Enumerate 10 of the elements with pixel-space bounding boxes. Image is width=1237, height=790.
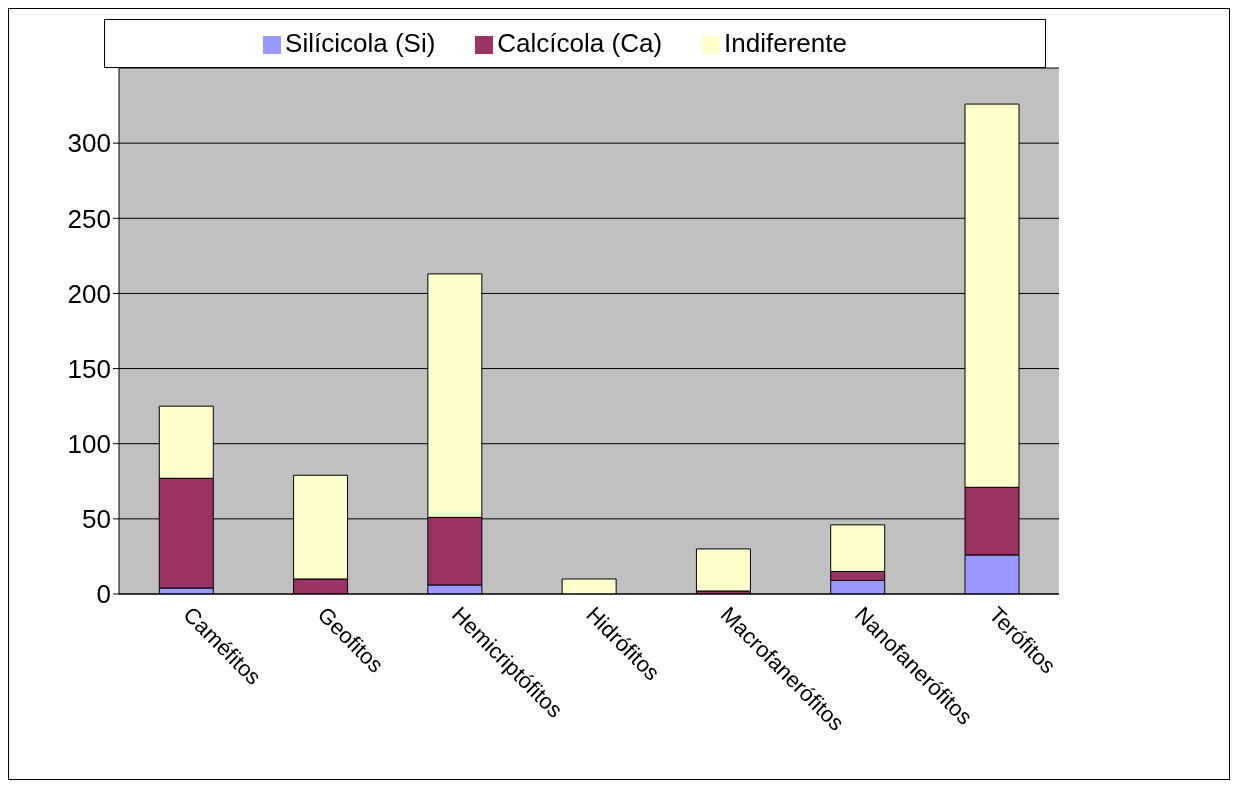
legend-label: Indiferente — [724, 28, 847, 58]
y-tick-label: 50 — [82, 504, 111, 535]
legend-label: Calcícola (Ca) — [497, 28, 663, 58]
y-tick-label: 300 — [67, 128, 111, 159]
y-tick-label: 100 — [67, 428, 111, 459]
y-tick-label: 150 — [67, 353, 111, 384]
legend-label: Silícicola (Si) — [285, 28, 436, 58]
y-tick-label: 200 — [67, 278, 111, 309]
y-tick-label: 250 — [67, 203, 111, 234]
y-tick-label: 0 — [96, 579, 111, 610]
